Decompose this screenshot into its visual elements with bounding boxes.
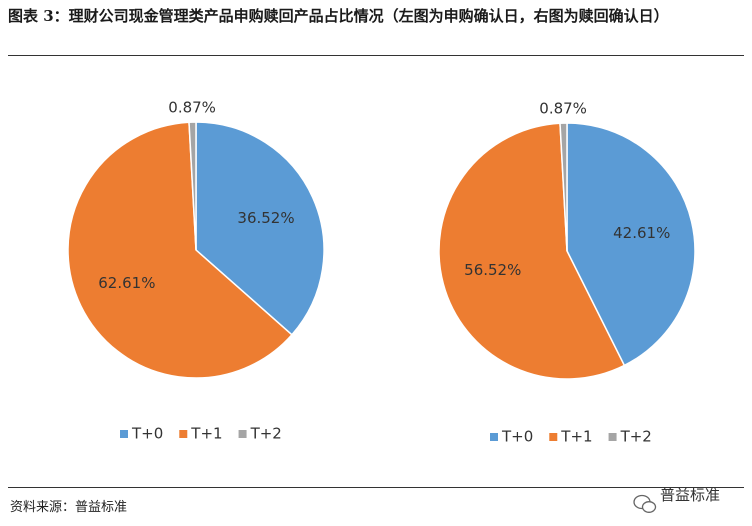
data-label: 0.87% [168, 99, 216, 117]
data-label: 42.61% [613, 224, 670, 242]
rule [8, 55, 744, 56]
legend-swatch [608, 433, 617, 441]
legend-label: T+2 [250, 425, 282, 443]
legend-label: T+1 [560, 428, 592, 446]
pie-slice [559, 122, 568, 252]
pie-slice [566, 122, 696, 367]
data-label: 0.87% [539, 100, 587, 118]
legend-label: T+0 [501, 428, 533, 446]
legend-label: T+0 [131, 425, 163, 443]
legend-swatch [120, 430, 128, 438]
data-label: 56.52% [464, 261, 521, 279]
legend-swatch [490, 433, 498, 441]
pie-slice [195, 121, 325, 336]
legend-label: T+1 [190, 425, 222, 443]
legend-label: T+2 [620, 428, 652, 446]
figure-title: 图表 3：理财公司现金管理类产品申购赎回产品占比情况（左图为申购确认日，右图为赎… [8, 7, 669, 25]
data-label: 36.52% [237, 209, 294, 227]
pie-slice [67, 121, 293, 379]
pie-slice [188, 121, 197, 251]
legend-swatch [179, 430, 188, 438]
source-note: 资料来源：普益标准 [10, 500, 128, 515]
rule [8, 487, 744, 488]
legend-swatch [238, 430, 247, 438]
data-label: 62.61% [98, 274, 155, 292]
watermark: 普益标准 [660, 486, 721, 504]
pie-slice [438, 122, 626, 380]
legend-swatch [549, 433, 558, 441]
wechat-icon [633, 494, 657, 513]
